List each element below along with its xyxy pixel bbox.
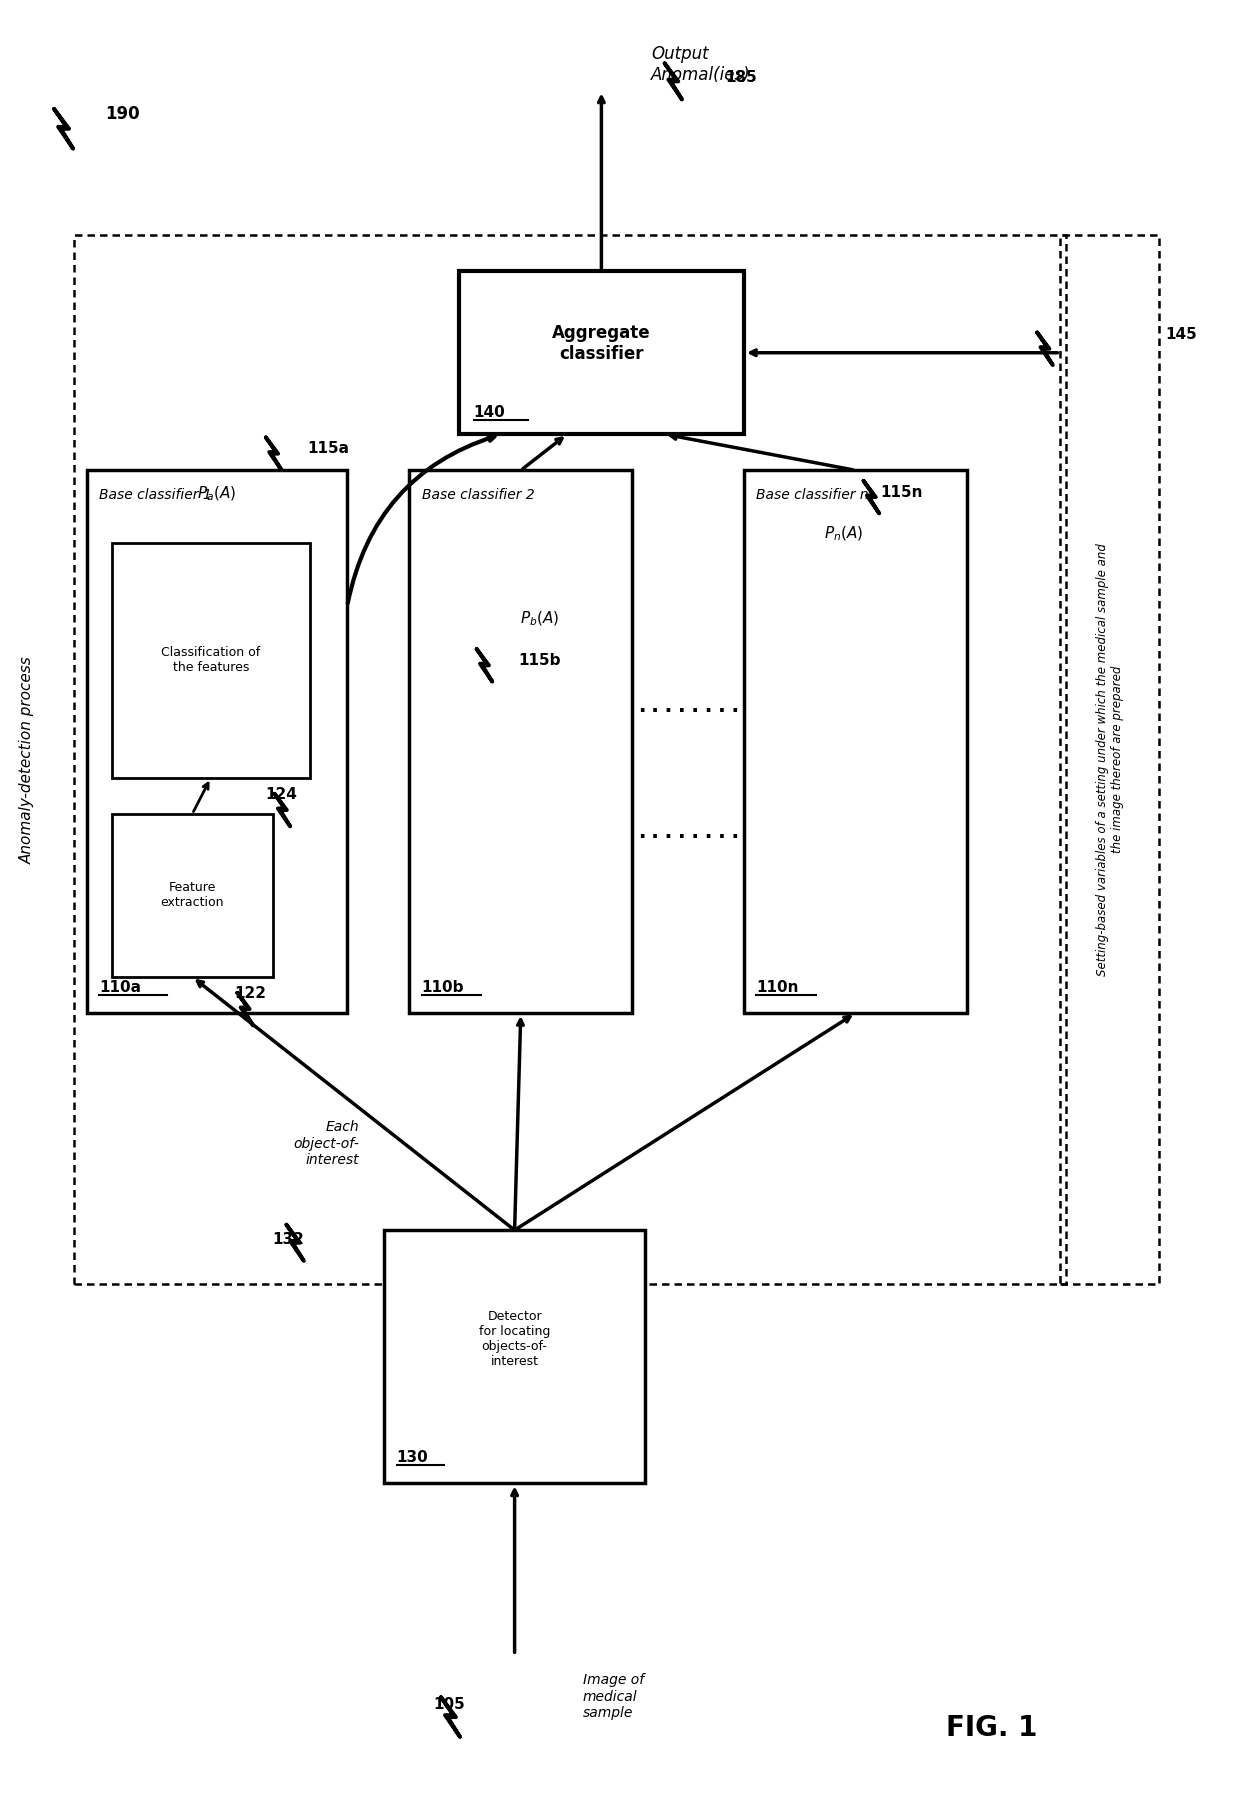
FancyBboxPatch shape: [744, 470, 967, 1013]
Text: Image of
medical
sample: Image of medical sample: [583, 1673, 644, 1720]
Text: 110b: 110b: [422, 980, 464, 995]
Text: $P_b(A)$: $P_b(A)$: [520, 610, 559, 628]
Text: Base classifier 1: Base classifier 1: [99, 488, 212, 503]
Text: Setting-based variables of a setting under which the medical sample and
the imag: Setting-based variables of a setting und…: [1096, 543, 1123, 977]
Text: 115b: 115b: [518, 653, 560, 668]
Text: ........: ........: [635, 821, 742, 843]
Text: 130: 130: [397, 1451, 429, 1465]
Text: Feature
extraction: Feature extraction: [160, 881, 224, 910]
Text: 110n: 110n: [756, 980, 799, 995]
Text: Base classifier n: Base classifier n: [756, 488, 869, 503]
Text: Detector
for locating
objects-of-
interest: Detector for locating objects-of- intere…: [479, 1310, 551, 1368]
FancyBboxPatch shape: [384, 1230, 645, 1483]
Text: 124: 124: [265, 787, 298, 801]
Text: 190: 190: [105, 105, 140, 123]
Text: Aggregate
classifier: Aggregate classifier: [552, 324, 651, 364]
FancyBboxPatch shape: [112, 543, 310, 778]
Text: $P_n(A)$: $P_n(A)$: [823, 525, 863, 543]
Text: $P_a(A)$: $P_a(A)$: [197, 485, 237, 503]
Text: 110a: 110a: [99, 980, 141, 995]
Text: Output
Anomal(ies): Output Anomal(ies): [651, 45, 750, 83]
FancyBboxPatch shape: [87, 470, 347, 1013]
Text: 145: 145: [1166, 327, 1198, 342]
Text: 105: 105: [433, 1697, 465, 1711]
FancyBboxPatch shape: [409, 470, 632, 1013]
Text: FIG. 1: FIG. 1: [946, 1713, 1038, 1742]
Text: 140: 140: [474, 405, 506, 420]
Text: Each
object-of-
interest: Each object-of- interest: [294, 1120, 360, 1167]
Text: Base classifier 2: Base classifier 2: [422, 488, 534, 503]
FancyBboxPatch shape: [459, 271, 744, 434]
Text: 115a: 115a: [308, 441, 350, 456]
Text: 185: 185: [725, 71, 758, 85]
FancyBboxPatch shape: [112, 814, 273, 977]
Text: Anomaly-detection process: Anomaly-detection process: [20, 657, 35, 863]
Text: 115n: 115n: [880, 485, 923, 499]
Text: 122: 122: [234, 986, 267, 1000]
Text: 132: 132: [272, 1232, 304, 1246]
Text: Classification of
the features: Classification of the features: [161, 646, 260, 675]
Text: ........: ........: [635, 695, 742, 716]
